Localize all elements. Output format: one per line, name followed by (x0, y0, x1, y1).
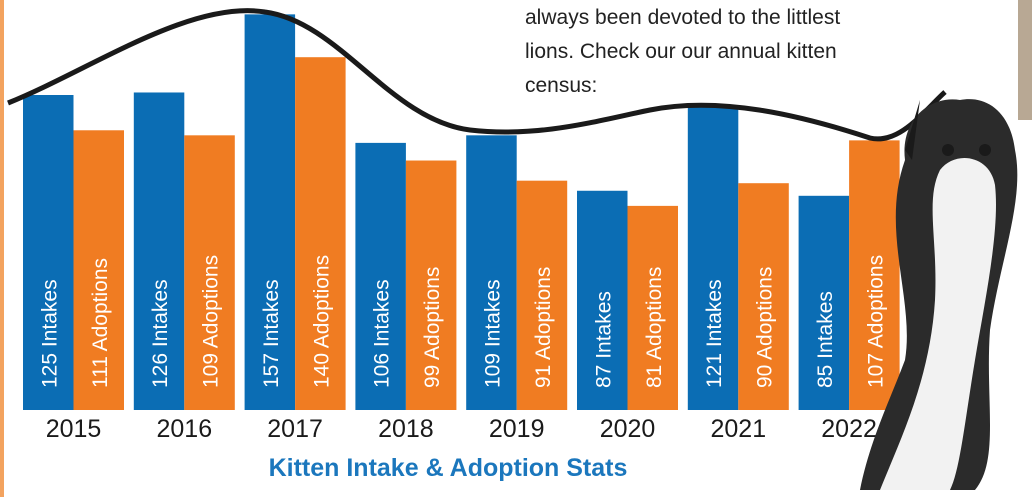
edge-strip (0, 0, 4, 497)
bar-label: 109 Adoptions (200, 255, 223, 388)
bar-label: 90 Adoptions (754, 267, 777, 388)
photo-edge (1018, 0, 1032, 120)
bar-label: 125 Intakes (38, 279, 61, 388)
x-tick-label: 2016 (156, 415, 212, 443)
bars: 125 Intakes 111 Adoptions 2015 126 Intakes 1… (23, 14, 900, 443)
chart-title: Kitten Intake & Adoption Stats (269, 454, 628, 482)
bar-label: 106 Intakes (371, 279, 394, 388)
x-tick-label: 2019 (489, 415, 545, 443)
x-tick-label: 2021 (710, 415, 766, 443)
intro-text: always been devoted to the littlest lions… (525, 6, 840, 97)
bar-label: 87 Intakes (592, 291, 615, 388)
bar-label: 107 Adoptions (864, 255, 887, 388)
x-tick-label: 2022 (821, 415, 877, 443)
x-tick-label: 2018 (378, 415, 434, 443)
x-tick-label: 2017 (267, 415, 323, 443)
infographic: 125 Intakes 111 Adoptions 2015 126 Intakes 1… (0, 0, 1032, 497)
bar-label: 81 Adoptions (643, 267, 666, 388)
intro-line: census: (525, 74, 597, 97)
bar-label: 85 Intakes (814, 291, 837, 388)
bar-label: 99 Adoptions (421, 267, 444, 388)
bar-label: 140 Adoptions (310, 255, 333, 388)
bar-label: 111 Adoptions (89, 258, 112, 388)
x-tick-label: 2020 (600, 415, 656, 443)
intro-line: lions. Check our our annual kitten (525, 40, 837, 63)
x-tick-label: 2015 (46, 415, 102, 443)
bar-label: 121 Intakes (703, 279, 726, 388)
bar-label: 109 Intakes (481, 279, 504, 388)
bar-label: 126 Intakes (149, 279, 172, 388)
bar-label: 157 Intakes (260, 279, 283, 388)
intro-line: always been devoted to the littlest (525, 6, 840, 29)
bar-label: 91 Adoptions (532, 267, 555, 388)
